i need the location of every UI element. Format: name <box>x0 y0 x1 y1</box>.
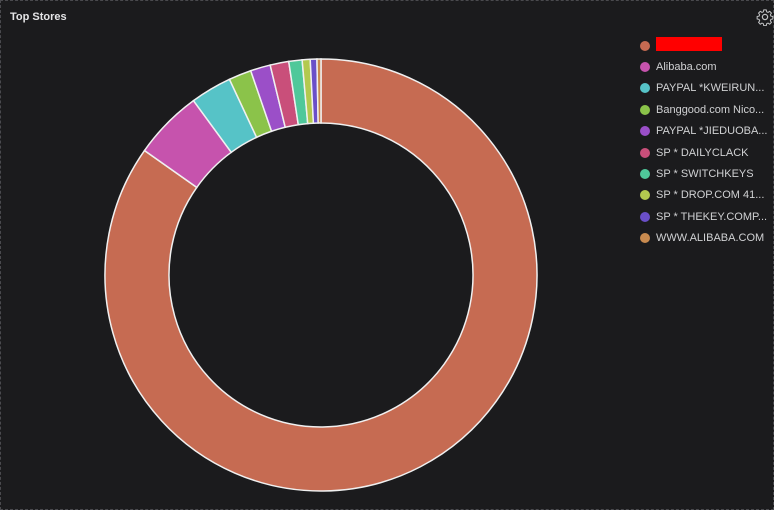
legend-label: WWW.ALIBABA.COM <box>656 232 765 245</box>
legend-label: PAYPAL *KWEIRUN... <box>656 82 765 95</box>
legend-swatch <box>640 62 650 73</box>
legend-label: SP * SWITCHKEYS <box>656 168 754 181</box>
legend-item[interactable]: SP * THEKEY.COMP... <box>640 206 774 227</box>
legend-label: SP * DAILYCLACK <box>656 146 749 159</box>
legend-swatch <box>640 169 650 180</box>
legend-swatch <box>640 233 650 244</box>
legend-label <box>656 37 722 54</box>
chart-legend: Alibaba.com PAYPAL *KWEIRUN... Banggood.co… <box>640 35 774 249</box>
pie-slice-9[interactable] <box>316 58 322 124</box>
legend-item[interactable]: Alibaba.com <box>640 56 774 77</box>
legend-swatch <box>640 147 650 158</box>
pie-slice-0[interactable] <box>104 58 538 492</box>
gear-icon[interactable] <box>756 8 774 26</box>
legend-item[interactable]: PAYPAL *KWEIRUN... <box>640 78 774 99</box>
legend-label: SP * DROP.COM 41... <box>656 189 765 202</box>
legend-swatch <box>640 190 650 201</box>
legend-label: Alibaba.com <box>656 61 717 74</box>
legend-item[interactable]: SP * DAILYCLACK <box>640 142 774 163</box>
legend-item[interactable]: SP * SWITCHKEYS <box>640 163 774 184</box>
legend-label: SP * THEKEY.COMP... <box>656 210 768 223</box>
legend-item[interactable]: PAYPAL *JIEDUOBA... <box>640 121 774 142</box>
legend-item[interactable]: Banggood.com Nico... <box>640 99 774 120</box>
legend-item[interactable]: WWW.ALIBABA.COM <box>640 228 774 249</box>
legend-item[interactable]: SP * DROP.COM 41... <box>640 185 774 206</box>
legend-swatch <box>640 126 650 137</box>
legend-swatch <box>640 211 650 222</box>
legend-item[interactable] <box>640 35 774 56</box>
legend-label: PAYPAL *JIEDUOBA... <box>656 125 768 138</box>
legend-label: Banggood.com Nico... <box>656 103 765 116</box>
legend-swatch <box>640 104 650 115</box>
legend-swatch <box>640 83 650 94</box>
legend-swatch <box>640 40 650 51</box>
redaction-box <box>656 37 722 52</box>
panel-title: Top Stores <box>10 11 67 23</box>
